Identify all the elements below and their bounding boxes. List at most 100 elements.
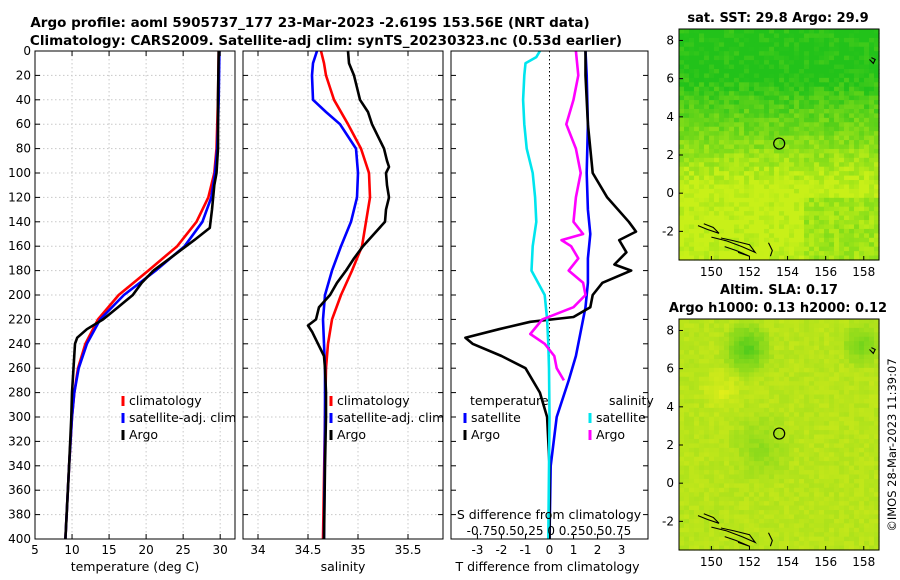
heatmap-cell <box>834 487 840 493</box>
heatmap-cell <box>829 144 835 150</box>
heatmap-cell <box>689 478 695 484</box>
heatmap-cell <box>839 483 845 489</box>
heatmap-cell <box>849 193 855 199</box>
heatmap-cell <box>719 122 725 128</box>
heatmap-cell <box>729 171 735 177</box>
heatmap-cell <box>749 140 755 146</box>
heatmap-cell <box>779 350 785 356</box>
heatmap-cell <box>749 251 755 257</box>
heatmap-cell <box>694 82 700 88</box>
heatmap-cell <box>824 251 830 257</box>
heatmap-cell <box>794 42 800 48</box>
heatmap-cell <box>819 180 825 186</box>
heatmap-cell <box>679 501 685 507</box>
heatmap-cell <box>769 510 775 516</box>
heatmap-cell <box>814 73 820 79</box>
heatmap-cell <box>784 224 790 230</box>
heatmap-cell <box>754 332 760 338</box>
heatmap-cell <box>789 350 795 356</box>
heatmap-cell <box>699 122 705 128</box>
heatmap-cell <box>709 46 715 52</box>
heatmap-cell <box>874 140 880 146</box>
heatmap-cell <box>699 510 705 516</box>
heatmap-cell <box>819 153 825 159</box>
heatmap-cell <box>839 487 845 493</box>
heatmap-cell <box>789 51 795 57</box>
heatmap-cell <box>684 421 690 427</box>
heatmap-cell <box>874 77 880 83</box>
heatmap-cell <box>874 505 880 511</box>
heatmap-cell <box>714 206 720 212</box>
heatmap-cell <box>734 122 740 128</box>
heatmap-cell <box>694 113 700 119</box>
heatmap-cell <box>854 206 860 212</box>
heatmap-cell <box>849 153 855 159</box>
heatmap-cell <box>869 157 875 163</box>
heatmap-cell <box>724 157 730 163</box>
heatmap-cell <box>709 385 715 391</box>
heatmap-cell <box>689 407 695 413</box>
heatmap-cell <box>729 64 735 70</box>
heatmap-cell <box>854 438 860 444</box>
heatmap-cell <box>859 100 865 106</box>
heatmap-cell <box>864 487 870 493</box>
heatmap-cell <box>764 95 770 101</box>
heatmap-cell <box>749 327 755 333</box>
heatmap-cell <box>829 323 835 329</box>
heatmap-cell <box>869 77 875 83</box>
heatmap-cell <box>814 398 820 404</box>
heatmap-cell <box>814 501 820 507</box>
heatmap-cell <box>739 82 745 88</box>
heatmap-cell <box>804 46 810 52</box>
heatmap-cell <box>714 122 720 128</box>
heatmap-cell <box>874 510 880 516</box>
heatmap-cell <box>714 443 720 449</box>
heatmap-cell <box>794 197 800 203</box>
heatmap-cell <box>789 505 795 511</box>
heatmap-cell <box>764 184 770 190</box>
heatmap-cell <box>749 354 755 360</box>
heatmap-cell <box>769 117 775 123</box>
heatmap-cell <box>694 363 700 369</box>
heatmap-cell <box>729 82 735 88</box>
heatmap-cell <box>809 474 815 480</box>
heatmap-cell <box>714 416 720 422</box>
heatmap-cell <box>794 390 800 396</box>
heatmap-cell <box>749 501 755 507</box>
heatmap-cell <box>784 104 790 110</box>
heatmap-cell <box>834 327 840 333</box>
heatmap-cell <box>829 64 835 70</box>
heatmap-cell <box>794 251 800 257</box>
heatmap-cell <box>774 327 780 333</box>
heatmap-cell <box>864 113 870 119</box>
heatmap-cell <box>864 350 870 356</box>
heatmap-cell <box>784 144 790 150</box>
heatmap-cell <box>719 188 725 194</box>
heatmap-cell <box>789 211 795 217</box>
heatmap-cell <box>864 421 870 427</box>
heatmap-cell <box>849 398 855 404</box>
heatmap-cell <box>874 358 880 365</box>
heatmap-cell <box>849 545 855 551</box>
heatmap-cell <box>834 390 840 396</box>
heatmap-cell <box>839 430 845 436</box>
heatmap-cell <box>704 492 710 498</box>
heatmap-cell <box>774 215 780 221</box>
heatmap-cell <box>844 60 850 66</box>
heatmap-cell <box>819 447 825 453</box>
heatmap-cell <box>814 483 820 489</box>
heatmap-cell <box>799 77 805 83</box>
heatmap-cell <box>794 73 800 79</box>
heatmap-cell <box>834 140 840 146</box>
heatmap-cell <box>714 430 720 436</box>
heatmap-cell <box>804 447 810 453</box>
heatmap-cell <box>774 64 780 70</box>
heatmap-cell <box>824 148 830 154</box>
heatmap-cell <box>759 175 765 181</box>
legend-entry: Argo <box>129 427 158 442</box>
heatmap-cell <box>774 367 780 373</box>
heatmap-cell <box>744 148 750 154</box>
heatmap-cell <box>754 398 760 404</box>
heatmap-cell <box>784 332 790 338</box>
heatmap-cell <box>714 193 720 199</box>
